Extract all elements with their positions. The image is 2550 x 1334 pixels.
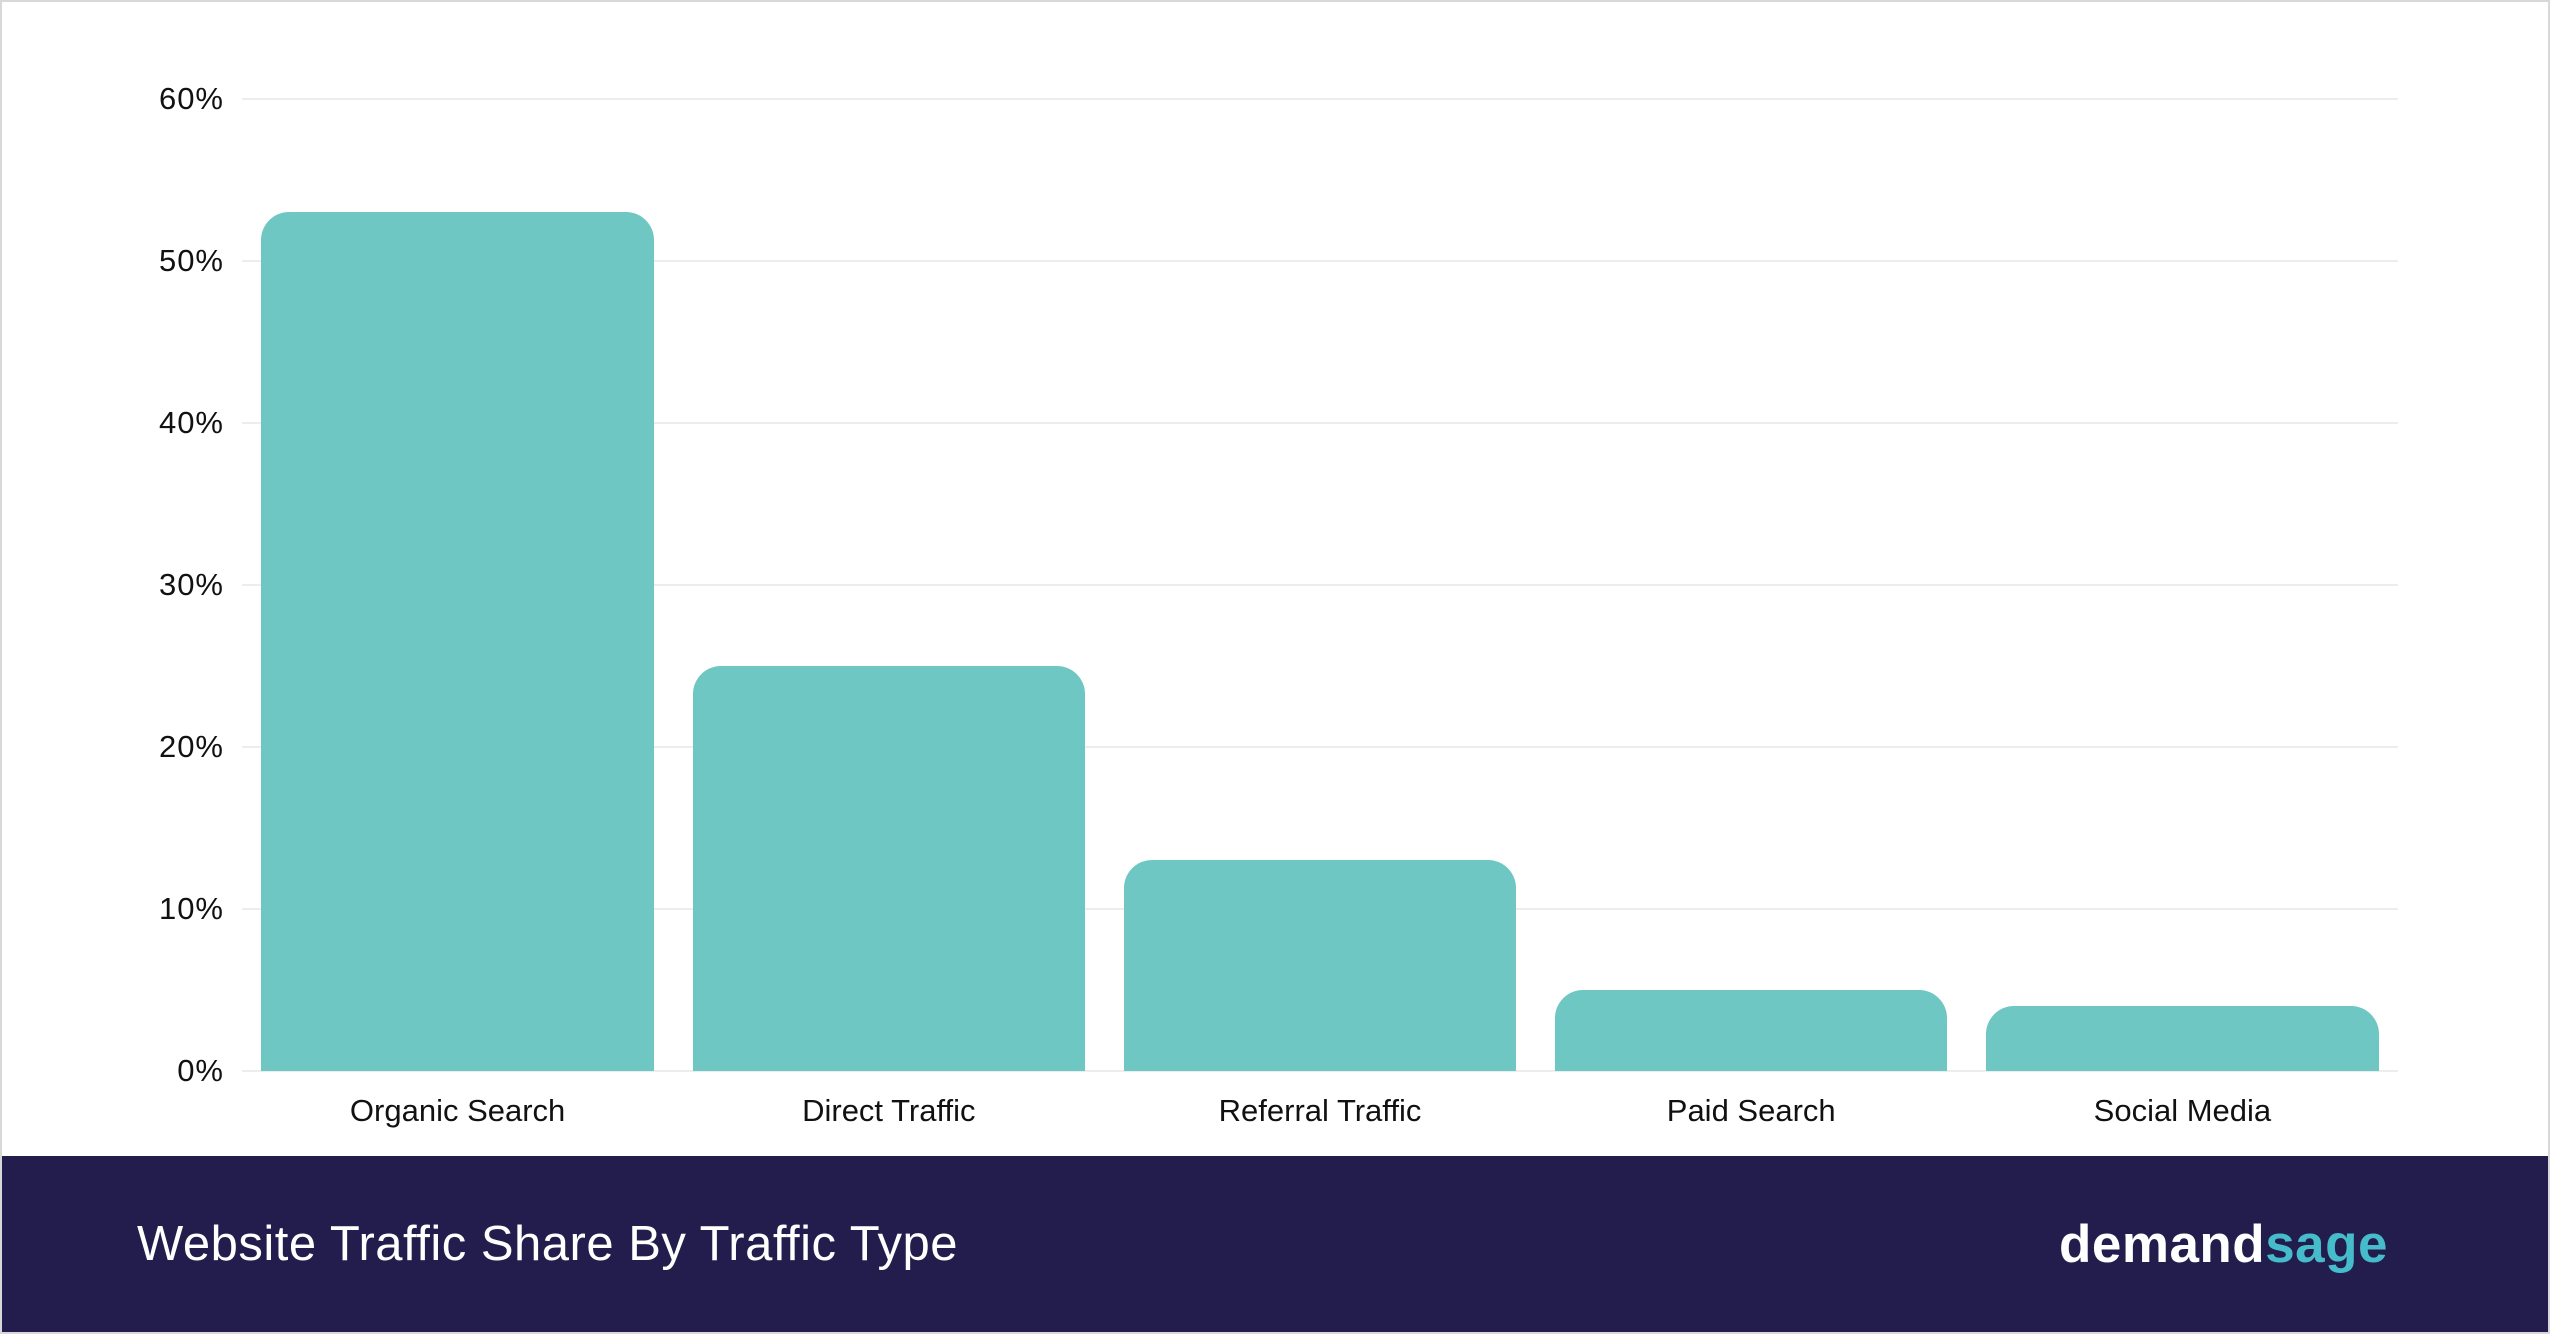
bar-paid-search — [1555, 990, 1948, 1071]
bar-column-paid-search — [1536, 99, 1967, 1071]
x-tick-label-organic-search: Organic Search — [349, 1093, 566, 1128]
y-tick-label-50: 50% — [158, 243, 224, 278]
bar-organic-search — [261, 212, 654, 1071]
x-tick-label-direct-traffic: Direct Traffic — [802, 1093, 976, 1128]
x-axis: Organic Search Direct Traffic Referral Tra… — [242, 1071, 2398, 1156]
y-tick-label-60: 60% — [158, 81, 224, 116]
footer-band: Website Traffic Share By Traffic Type de… — [2, 1156, 2548, 1332]
y-axis: 0% 10% 20% 30% 40% 50% 60% — [2, 81, 224, 1088]
bar-direct-traffic — [692, 666, 1085, 1071]
gridline-40 — [242, 422, 2398, 425]
y-tick-label-20: 20% — [158, 729, 224, 765]
bar-social-media — [1986, 1006, 2379, 1071]
gridline-50 — [242, 260, 2398, 262]
y-tick-label-10: 10% — [158, 891, 224, 927]
logo-text-sage: sage — [2265, 1214, 2388, 1274]
x-tick-label-paid-search: Paid Search — [1666, 1093, 1836, 1128]
bar-column-social-media — [1967, 99, 2398, 1071]
gridline-0 — [242, 1070, 2398, 1072]
plot-area — [242, 98, 2398, 1072]
bar-chart: 0% 10% 20% 30% 40% 50% 60% Organic Search Direc… — [2, 2, 2548, 1156]
logo-text-demand: demand — [2058, 1214, 2266, 1274]
x-tick-label-referral-traffic: Referral Traffic — [1218, 1093, 1422, 1128]
y-tick-label-30: 30% — [158, 567, 224, 602]
gridline-20 — [242, 746, 2398, 749]
bar-column-organic-search — [242, 99, 673, 1071]
x-tick-label-social-media: Social Media — [2093, 1093, 2272, 1128]
gridline-30 — [242, 584, 2398, 586]
bar-column-referral-traffic — [1104, 99, 1535, 1071]
bar-referral-traffic — [1123, 860, 1517, 1071]
chart-title: Website Traffic Share By Traffic Type — [137, 1217, 959, 1271]
bar-column-direct-traffic — [673, 99, 1104, 1071]
gridline-60 — [242, 98, 2398, 100]
demandsage-logo: demandsage — [2059, 1214, 2388, 1275]
y-tick-label-40: 40% — [158, 405, 224, 441]
y-tick-label-0: 0% — [177, 1053, 224, 1088]
